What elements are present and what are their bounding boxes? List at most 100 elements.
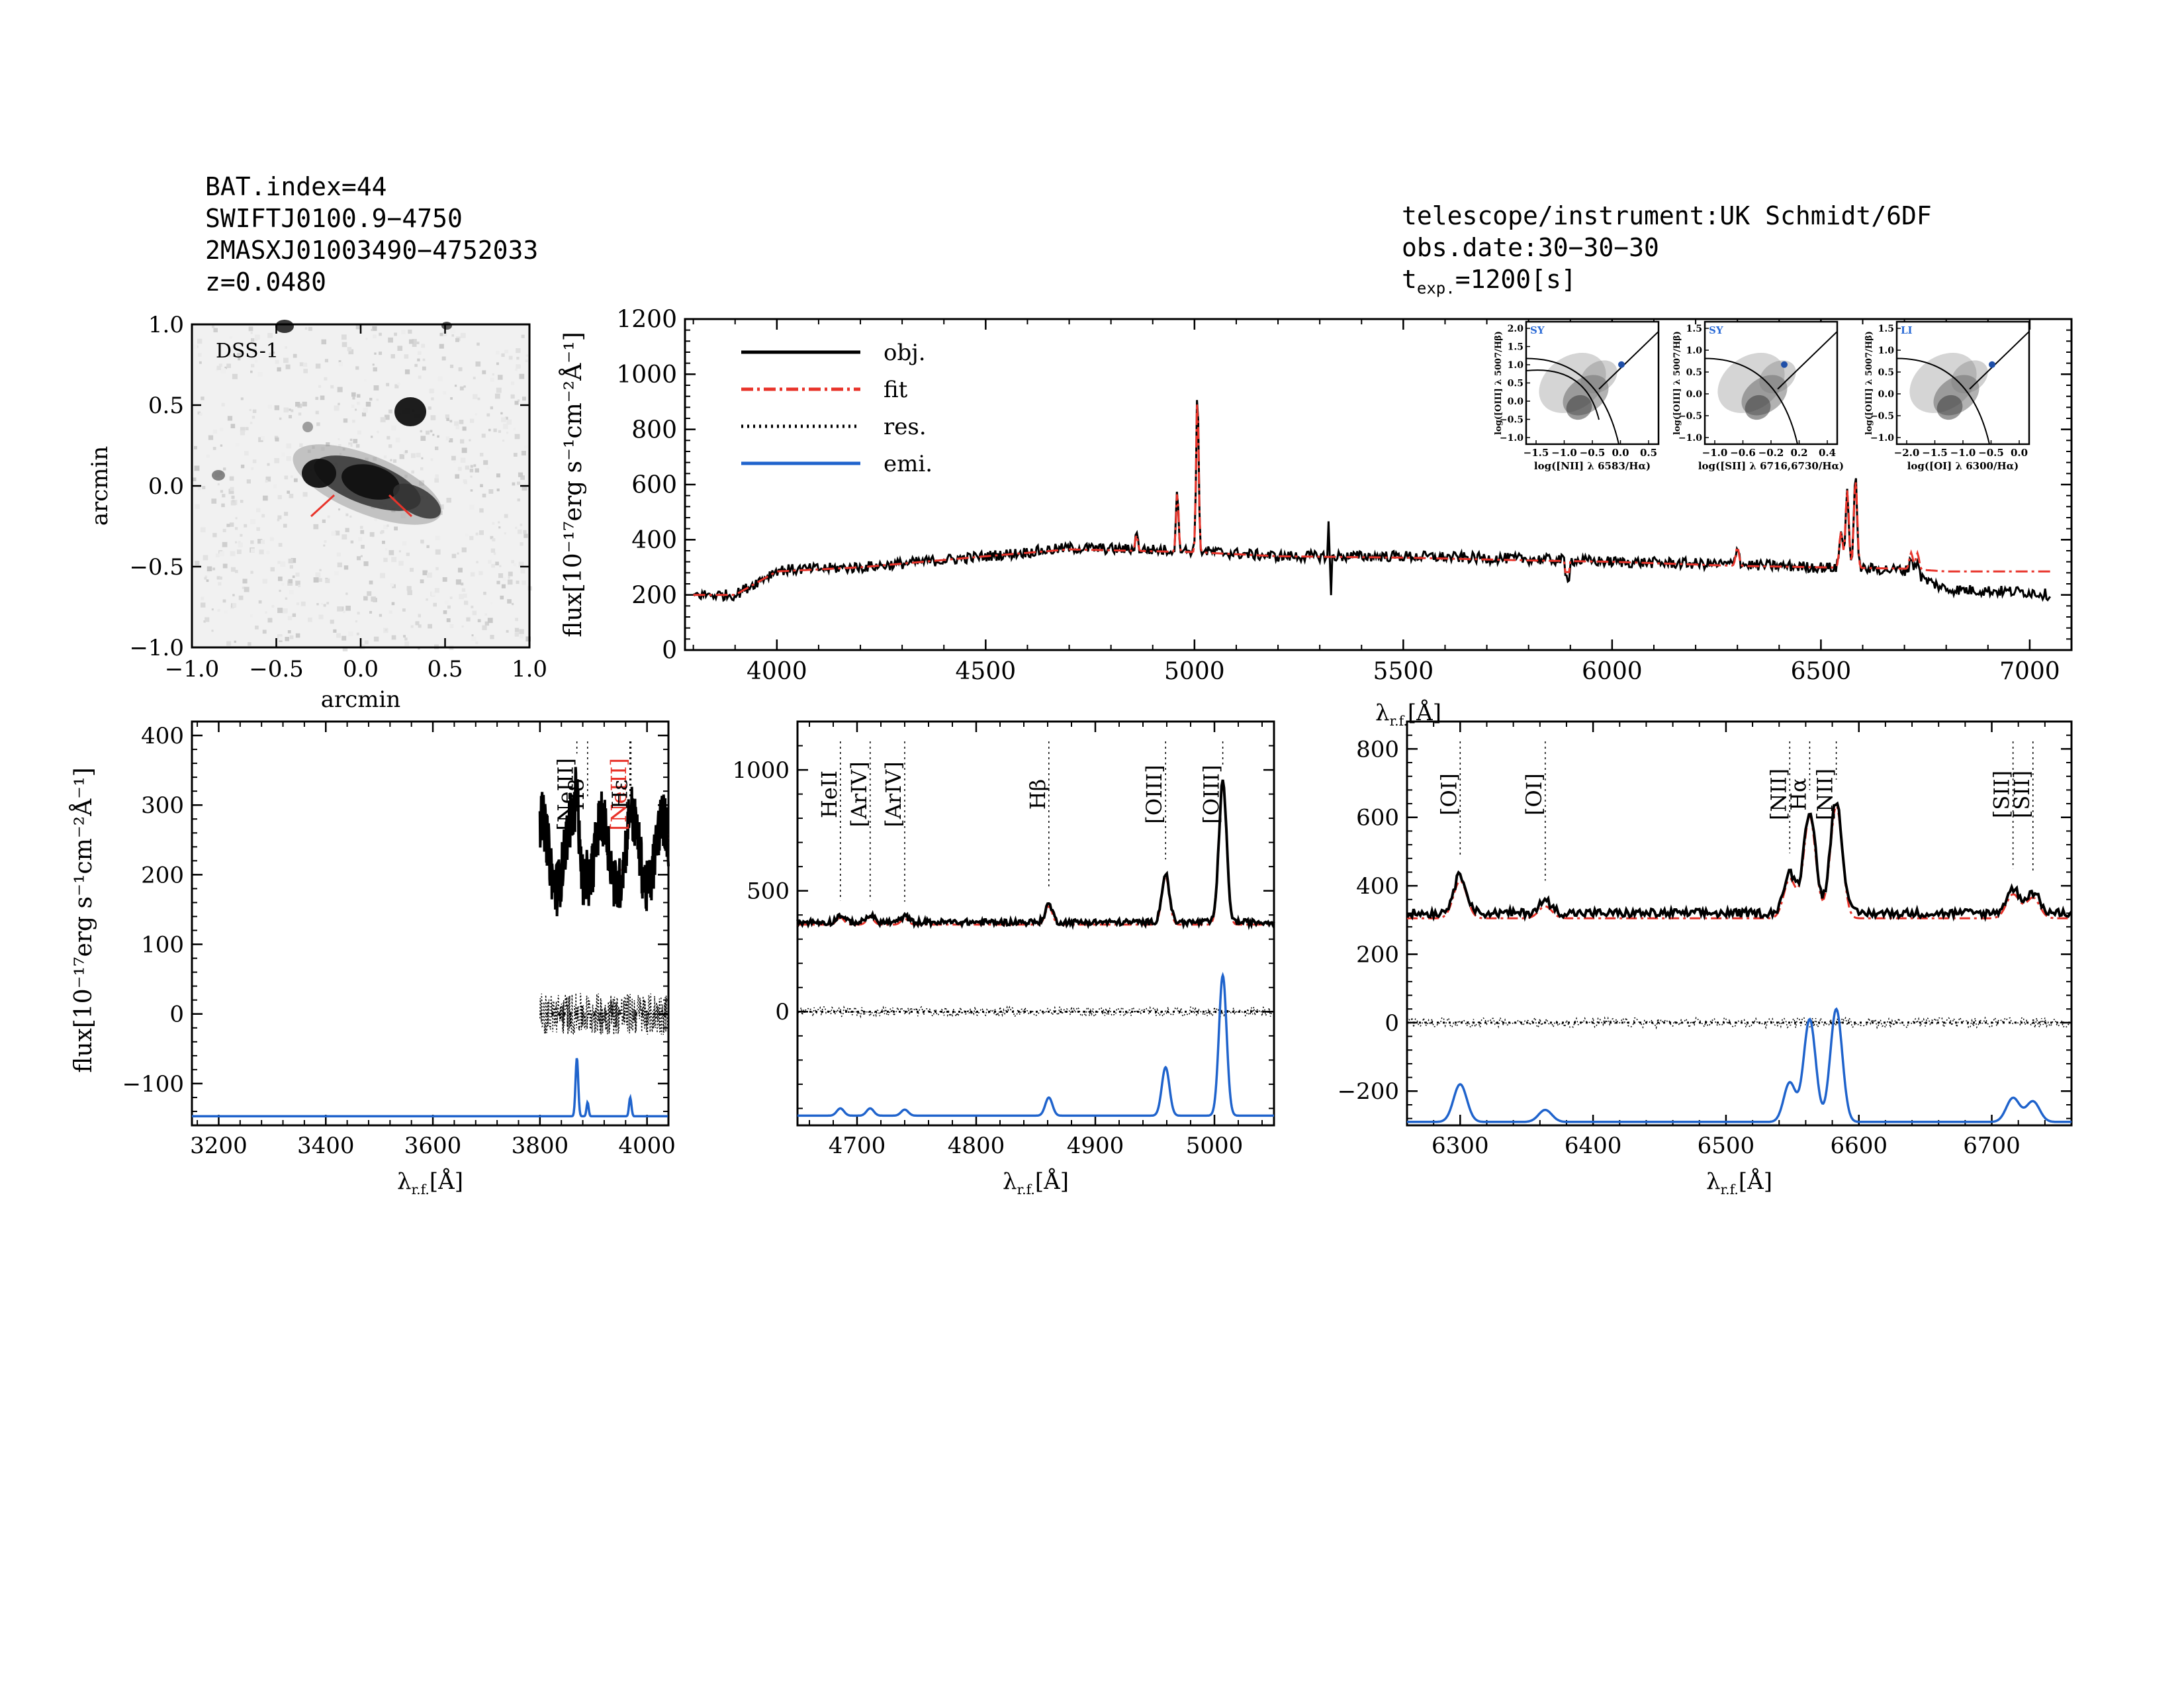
bpt-x-tick-label: −0.5 — [1580, 447, 1606, 459]
image-noise — [240, 464, 245, 469]
image-noise — [492, 522, 495, 525]
image-noise — [244, 524, 248, 528]
image-noise — [478, 571, 483, 575]
image-noise — [522, 397, 526, 401]
image-noise — [459, 439, 465, 444]
image-noise — [242, 586, 245, 589]
image-noise — [274, 457, 280, 463]
image-noise — [477, 397, 480, 400]
image-noise — [291, 409, 294, 412]
image-noise — [454, 385, 457, 387]
y-tick-label: 0 — [662, 637, 677, 665]
image-noise — [434, 446, 439, 450]
image-noise — [230, 500, 236, 506]
image-noise — [295, 633, 300, 638]
image-noise — [229, 336, 232, 339]
image-noise — [251, 467, 254, 470]
image-noise — [357, 430, 361, 435]
image-noise — [250, 332, 253, 334]
image-noise — [255, 334, 260, 340]
image-noise — [519, 629, 524, 634]
image-noise — [414, 363, 418, 367]
header-right: telescope/instrument:UK Schmidt/6DF obs.… — [1402, 200, 1932, 305]
bpt-diagram-2: SY−1.0 −0.6 −0.2 0.2 0.41.51.00.50.0−0.5−1.0… — [1672, 320, 1844, 472]
line-label: HeII — [817, 771, 842, 818]
image-noise — [360, 555, 363, 557]
image-noise — [338, 360, 341, 363]
image-noise — [343, 610, 345, 614]
y-tick-label: 400 — [631, 527, 677, 554]
header-left: BAT.index=44 SWIFTJ0100.9−4750 2MASXJ010… — [205, 171, 538, 298]
image-noise — [470, 475, 473, 478]
image-noise — [398, 550, 401, 553]
image-noise — [508, 355, 513, 360]
bpt-x-tick-label: 0.0 — [1612, 447, 1629, 459]
image-noise — [323, 604, 326, 607]
instrument-line: telescope/instrument:UK Schmidt/6DF — [1402, 201, 1932, 230]
main-spectrum-panel: 4000 4500 5000 5500 6000 6500 7000 0 200 400 600 80… — [559, 306, 2073, 729]
image-noise — [511, 560, 514, 563]
image-noise — [518, 472, 523, 477]
image-noise — [217, 608, 220, 612]
image-noise — [420, 430, 423, 433]
image-noise — [265, 479, 268, 483]
image-noise — [372, 326, 377, 331]
image-noise — [525, 636, 531, 642]
image-noise — [338, 361, 343, 367]
image-noise — [250, 614, 253, 618]
image-noise — [324, 359, 329, 363]
bpt-x-tick-label: −1.0 — [1702, 447, 1728, 459]
image-noise — [513, 563, 517, 567]
image-noise — [418, 375, 422, 379]
image-noise — [279, 417, 282, 420]
image-noise — [373, 385, 379, 391]
image-noise — [403, 635, 406, 638]
image-noise — [251, 416, 255, 419]
image-noise — [326, 602, 330, 605]
image-noise — [515, 368, 518, 371]
image-noise — [420, 467, 424, 471]
image-noise — [408, 339, 414, 344]
image-noise — [432, 434, 435, 436]
image-noise — [235, 517, 238, 520]
image-noise — [473, 377, 476, 380]
image-noise — [449, 438, 453, 443]
image-noise — [277, 367, 281, 372]
line-label: [NeIII] — [606, 758, 631, 831]
image-noise — [212, 533, 217, 538]
image-noise — [256, 508, 261, 513]
y-tick-label: 0.5 — [148, 393, 184, 419]
image-noise — [261, 436, 265, 440]
image-noise — [449, 364, 454, 368]
image-noise — [435, 474, 439, 479]
image-noise — [488, 559, 492, 564]
image-noise — [277, 515, 282, 520]
image-noise — [251, 338, 255, 342]
bpt-y-tick-label: 1.0 — [1686, 346, 1703, 356]
image-noise — [504, 350, 509, 353]
image-noise — [315, 363, 321, 369]
image-noise — [232, 500, 235, 502]
bpt-y-tick-label: 0.5 — [1686, 367, 1702, 378]
image-noise — [253, 348, 257, 352]
x-tick-label: 6500 — [1698, 1133, 1755, 1159]
image-noise — [230, 551, 236, 557]
image-noise — [289, 590, 294, 594]
image-noise — [326, 442, 330, 447]
image-noise — [445, 600, 449, 604]
x-tick-label: 3400 — [297, 1133, 355, 1159]
image-noise — [525, 359, 528, 363]
plot-frame — [1406, 720, 2073, 1127]
image-noise — [469, 439, 471, 442]
image-noise — [341, 534, 347, 539]
image-noise — [338, 444, 341, 447]
image-noise — [355, 366, 359, 370]
image-noise — [226, 641, 232, 646]
image-noise — [255, 626, 259, 630]
image-noise — [483, 591, 486, 595]
bpt-x-tick-label: 0.0 — [2011, 447, 2028, 459]
y-tick-label: 200 — [631, 582, 677, 609]
image-noise — [234, 640, 236, 643]
y-tick-label: 400 — [141, 723, 184, 749]
line-label: [NeIII] — [553, 758, 578, 831]
